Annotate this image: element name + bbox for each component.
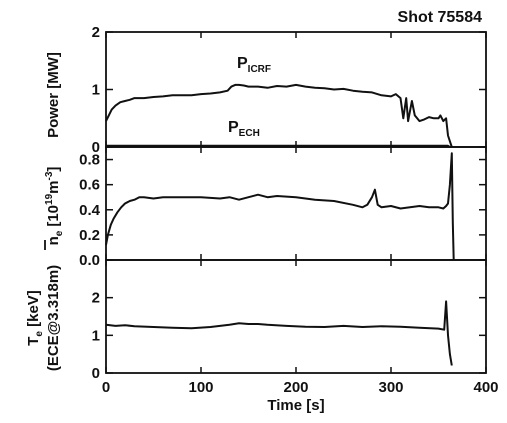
series-line-1-1 (105, 83, 453, 148)
y-tick-label: 0.0 (79, 252, 100, 269)
y-tick-label: 1 (92, 327, 100, 344)
x-tick-label: 0 (102, 379, 110, 396)
chart-title: Shot 75584 (398, 9, 483, 26)
ne-exp2: -3 (44, 171, 55, 180)
te-sub: e (34, 331, 45, 337)
panel2-y-ticks: 0.0 0.2 0.4 0.6 0.8 (79, 152, 486, 269)
panel2-ylabel: ne [1019m-3] (44, 167, 65, 246)
x-tick-label: 200 (283, 379, 308, 396)
panel-frame-2 (105, 146, 487, 261)
y-tick-label: 2 (92, 290, 100, 307)
picrf-sub: ICRF (248, 64, 271, 75)
ne-symbol: n (45, 236, 62, 245)
picrf-annotation: PICRF (237, 55, 271, 75)
pech-main: P (228, 119, 239, 136)
x-tick-label: 300 (378, 379, 403, 396)
series-line-2-1 (105, 152, 455, 261)
panel3-series (105, 300, 453, 366)
y-tick-label: 0 (92, 365, 100, 382)
y-tick-label: 0.2 (79, 227, 100, 244)
ne-unit2: m (45, 181, 62, 194)
ne-close: ] (45, 167, 62, 172)
panel1-ylabel: Power [MW] (45, 52, 62, 138)
panel-frame-3 (105, 259, 487, 374)
panel2-series (105, 152, 455, 261)
y-tick-label: 0.4 (79, 202, 101, 219)
te-symbol: T (25, 337, 42, 346)
y-tick-label: 0 (92, 139, 100, 156)
y-tick-label: 0.6 (79, 177, 100, 194)
panel-frames (105, 31, 487, 374)
panel-frame-1 (105, 31, 487, 148)
x-tick-label: 100 (188, 379, 213, 396)
pech-sub: ECH (239, 128, 260, 139)
panel3-ylabel-line2: (ECE@3.318m) (45, 265, 62, 371)
x-tick-label: 400 (473, 379, 498, 396)
y-tick-label: 0.8 (79, 152, 100, 169)
picrf-main: P (237, 55, 248, 72)
x-axis-label: Time [s] (267, 397, 324, 414)
series-line-1-2 (106, 144, 451, 148)
panel1-y-ticks: 0 1 2 (92, 24, 486, 156)
y-tick-label: 1 (92, 82, 100, 99)
ne-exp1: 19 (44, 193, 55, 205)
panel1-series (105, 83, 453, 148)
y-tick-label: 2 (92, 24, 100, 41)
x-axis-ticks: 0 100 200 300 400 (102, 32, 499, 396)
ne-sub: e (54, 230, 65, 236)
series-line-3-1 (105, 300, 453, 366)
panel3-y-ticks: 0 1 2 (92, 290, 486, 382)
ne-unit: [10 (45, 205, 62, 227)
panel3-ylabel-line1: Te [keV] (25, 290, 45, 346)
te-unit: [keV] (25, 290, 42, 331)
pech-annotation: PECH (228, 119, 260, 139)
